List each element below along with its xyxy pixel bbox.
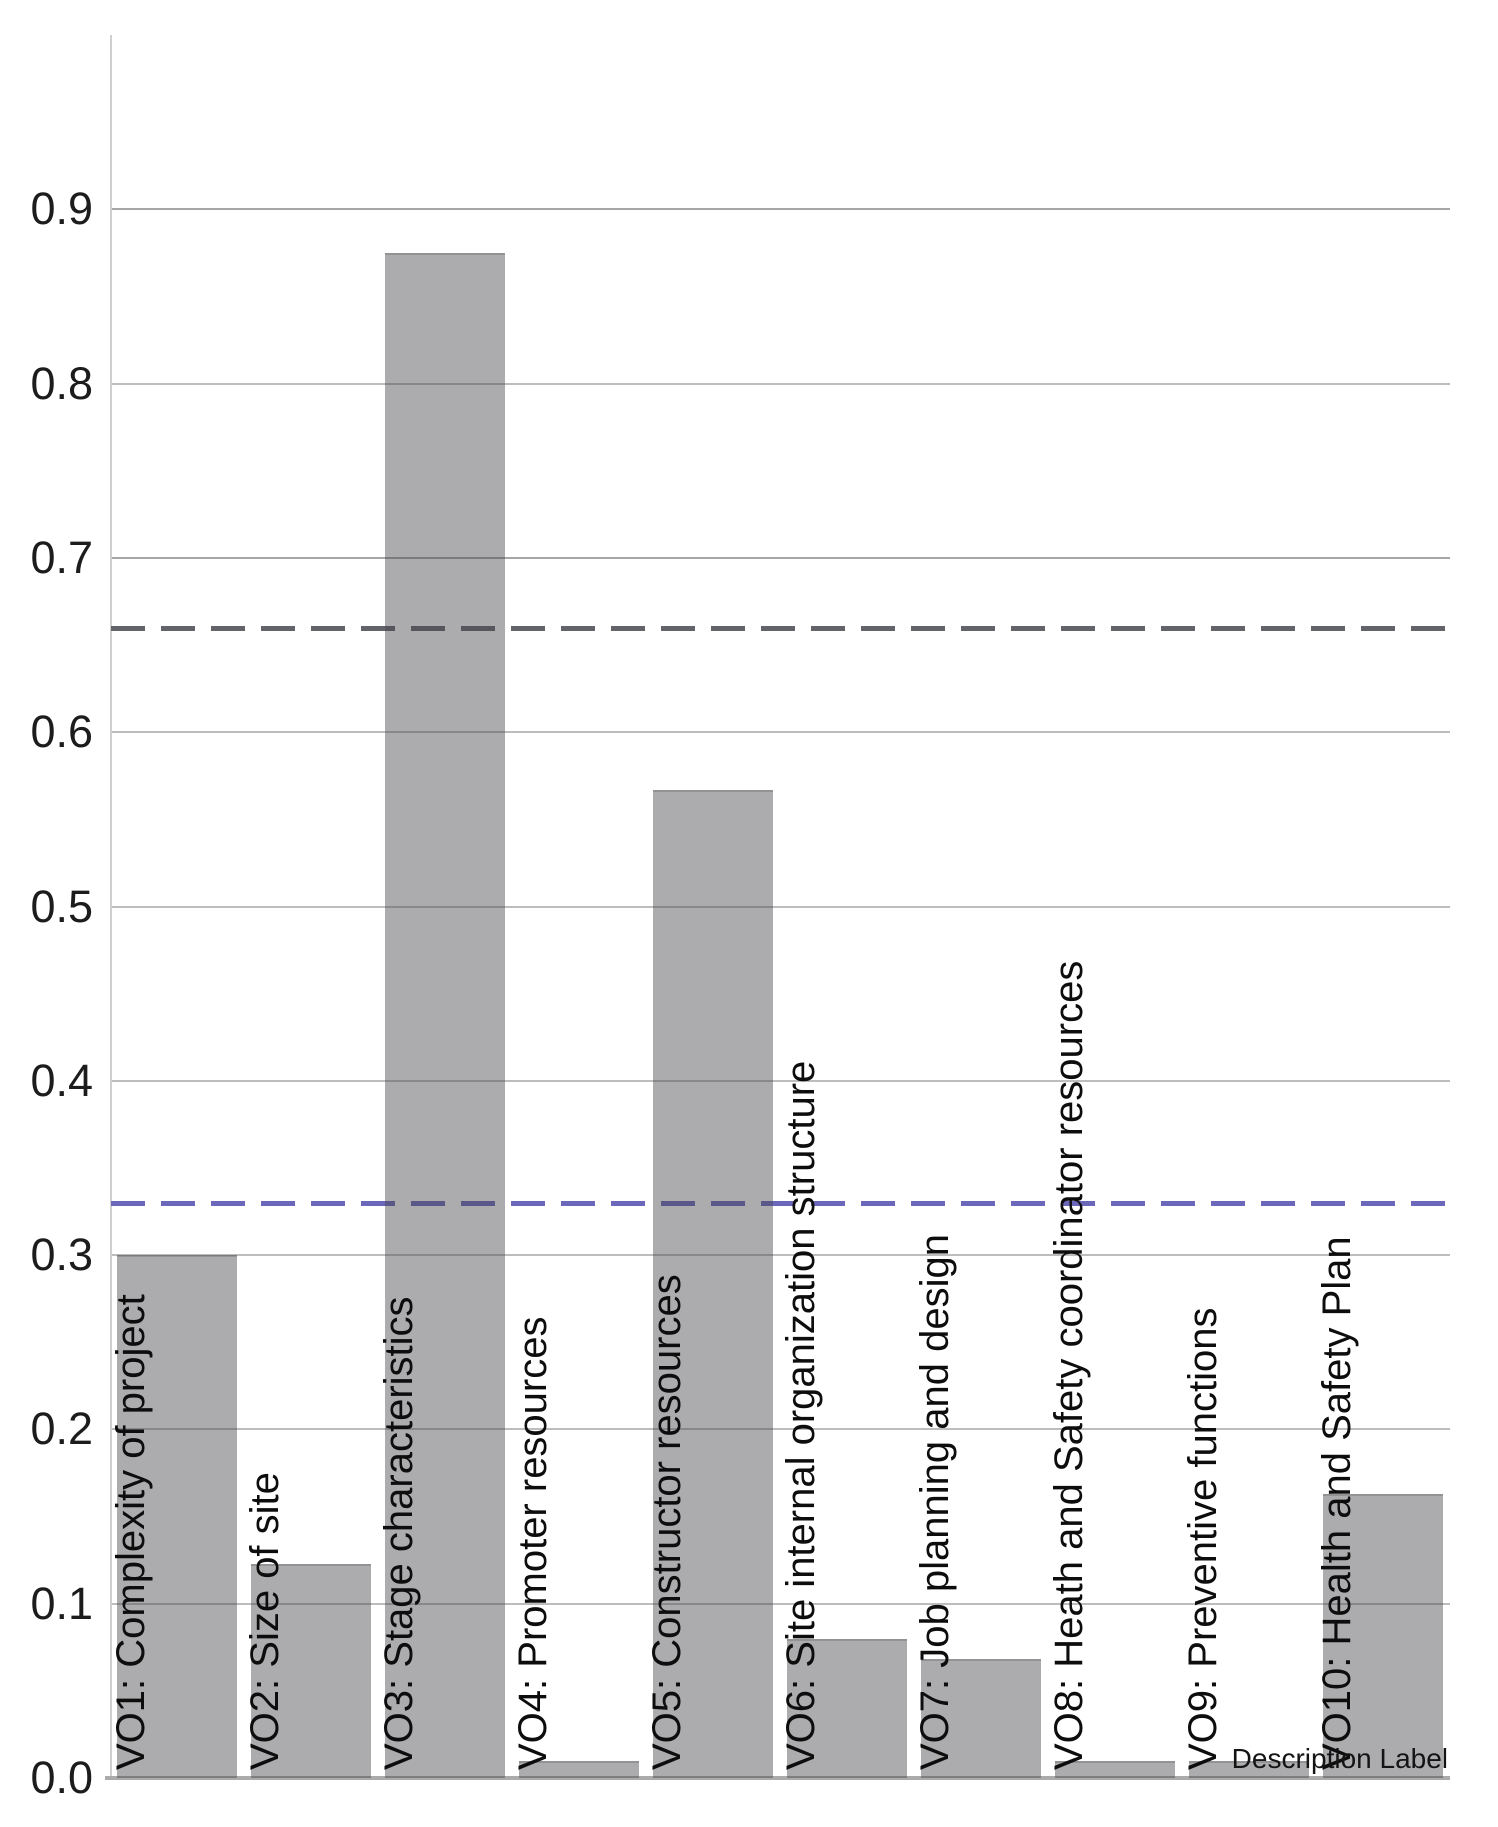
bar-label: VO10: Health and Safety Plan: [1315, 1236, 1359, 1770]
gridline: [111, 1602, 1450, 1605]
bar-label: VO5: Constructor resources: [645, 1274, 689, 1770]
bar-label: VO2: Size of site: [243, 1472, 287, 1770]
bar: [1189, 1760, 1309, 1778]
bar-label: VO1: Complexity of project: [109, 1294, 153, 1770]
gridline: [111, 1079, 1450, 1082]
y-tick-label: 0.8: [30, 357, 93, 409]
bar: [385, 252, 505, 1778]
dashed-upper-threshold-line: [111, 625, 1450, 631]
gridline: [111, 208, 1450, 211]
y-tick-label: 0.5: [30, 880, 93, 932]
y-tick-label: 0.4: [30, 1054, 93, 1106]
gridline: [111, 905, 1450, 908]
gridline: [111, 1254, 1450, 1257]
gridline: [111, 556, 1450, 559]
bar: [1055, 1760, 1175, 1778]
bar-label: VO4: Promoter resources: [511, 1316, 555, 1771]
bar-label: VO8: Heath and Safety coordinator resour…: [1047, 960, 1091, 1770]
bar-label: VO3: Stage characteristics: [377, 1296, 421, 1770]
x-axis-baseline: [105, 1776, 1450, 1780]
bar: [117, 1255, 237, 1778]
y-tick-label: 0.6: [30, 706, 93, 758]
bar-label: VO7: Job planning and design: [913, 1234, 957, 1770]
bar: [519, 1760, 639, 1778]
y-tick-label: 0.9: [30, 183, 93, 235]
y-tick-label: 0.1: [30, 1577, 93, 1629]
bar: [251, 1563, 371, 1778]
bar-label: VO6: Site internal organization structur…: [779, 1060, 823, 1770]
gridline: [111, 382, 1450, 385]
dashed-lower-threshold-line: [111, 1200, 1450, 1206]
bar: [921, 1659, 1041, 1778]
y-tick-label: 0.2: [30, 1403, 93, 1455]
x-axis-title: Description Label: [1231, 1743, 1448, 1774]
bar: [787, 1638, 907, 1778]
y-tick-label: 0.3: [30, 1229, 93, 1281]
y-tick-label: 0.0: [30, 1752, 93, 1803]
bar: [653, 789, 773, 1778]
bar: [1323, 1493, 1443, 1778]
y-axis-line: [110, 35, 112, 1778]
gridline: [111, 1428, 1450, 1431]
gridline: [111, 731, 1450, 734]
bar-label: VO9: Preventive functions: [1181, 1307, 1225, 1770]
y-tick-label: 0.7: [30, 531, 93, 583]
